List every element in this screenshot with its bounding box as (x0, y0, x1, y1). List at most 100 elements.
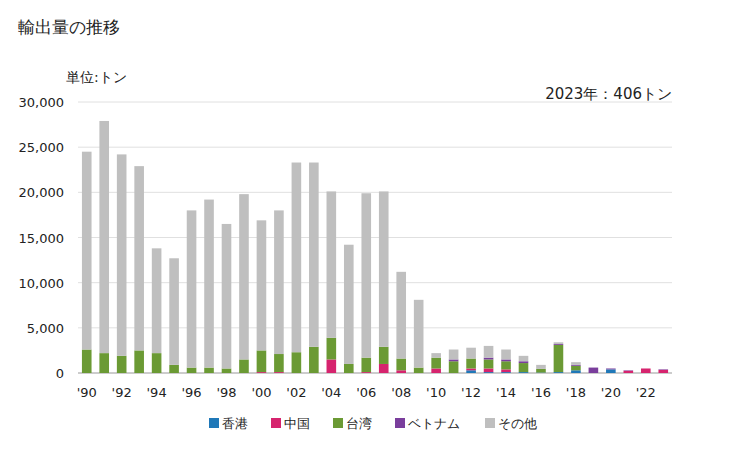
grid-line (78, 192, 672, 193)
bar-segment (379, 191, 389, 346)
bar-segment (519, 361, 529, 363)
bar-segment (658, 369, 668, 371)
x-tick-label: '22 (636, 385, 656, 400)
bar-segment (501, 369, 511, 372)
bar-segment (309, 163, 319, 347)
bar-segment (658, 369, 668, 370)
bar-segment (414, 368, 424, 373)
y-tick-label: 5,000 (27, 321, 64, 336)
bar-segment (536, 369, 546, 373)
x-tick-label: '12 (461, 385, 481, 400)
bar-segment (554, 342, 564, 344)
x-tick-label: '90 (77, 385, 97, 400)
y-tick-label: 0 (56, 366, 64, 381)
x-tick-label: '00 (251, 385, 271, 400)
bar-segment (187, 368, 197, 373)
bar-segment (379, 364, 389, 373)
legend-swatch (485, 418, 495, 428)
bar-segment (606, 369, 616, 370)
bar-segment (658, 370, 668, 373)
bar-segment (589, 367, 599, 368)
bar-segment (414, 300, 424, 368)
bar-segment (204, 200, 214, 368)
x-tick-label: '06 (356, 385, 376, 400)
chart: 輸出量の推移単位:トン2023年：406トン05,00010,00015,000… (0, 0, 729, 450)
bar-segment (274, 210, 284, 354)
x-tick-label: '02 (286, 385, 306, 400)
bar-segment (379, 347, 389, 364)
x-tick-label: '94 (147, 385, 167, 400)
bar-segment (554, 345, 564, 372)
bar-segment (606, 369, 616, 373)
annotation: 2023年：406トン (545, 85, 672, 103)
legend-label: ベトナム (408, 416, 460, 431)
bar-segment (274, 354, 284, 372)
bar-segment (484, 368, 494, 372)
bar-segment (117, 154, 127, 355)
bar-segment (624, 370, 634, 371)
grid-line (78, 282, 672, 283)
x-tick-label: '14 (496, 385, 516, 400)
bar-segment (187, 210, 197, 367)
bar-segment (449, 359, 459, 361)
bar-segment (466, 370, 476, 373)
bar-segment (257, 373, 267, 374)
bar-segment (466, 368, 476, 370)
bar-segment (396, 272, 406, 359)
bar-segment (117, 356, 127, 373)
legend-swatch (271, 418, 281, 428)
bar-segment (519, 363, 529, 372)
bar-segment (501, 359, 511, 361)
bar-segment (327, 191, 337, 337)
bar-segment (239, 359, 249, 373)
bar-segment (309, 347, 319, 373)
bar-segment (624, 370, 634, 371)
bar-segment (501, 361, 511, 369)
x-tick-label: '98 (216, 385, 236, 400)
y-label: 単位:トン (66, 69, 127, 85)
bar-segment (222, 368, 232, 373)
bar-segment (361, 358, 371, 372)
bar-segment (571, 370, 581, 373)
bar-segment (484, 359, 494, 368)
bar-segment (431, 358, 441, 369)
y-tick-label: 25,000 (19, 140, 65, 155)
bar-segment (152, 353, 162, 373)
bar-segment (449, 350, 459, 360)
bar-segment (396, 370, 406, 373)
bar-segment (292, 163, 302, 353)
title: 輸出量の推移 (18, 17, 120, 37)
legend-swatch (209, 418, 219, 428)
bar-segment (274, 373, 284, 374)
bar-segment (361, 373, 371, 374)
bar-segment (624, 370, 634, 371)
bar-segment (327, 359, 337, 373)
bar-segment (606, 369, 616, 370)
bar-segment (658, 369, 668, 370)
x-tick-label: '10 (426, 385, 446, 400)
grid-line (78, 373, 672, 374)
legend-label: 香港 (222, 416, 248, 431)
bar-segment (466, 359, 476, 369)
x-tick-label: '04 (321, 385, 341, 400)
bar-segment (431, 353, 441, 358)
legend-swatch (333, 418, 343, 428)
bar-segment (449, 361, 459, 373)
grid-line (78, 147, 672, 148)
bar-segment (239, 194, 249, 359)
bar-segment (641, 368, 651, 373)
y-tick-label: 20,000 (19, 185, 65, 200)
bar-segment (501, 350, 511, 360)
bar-segment (484, 358, 494, 360)
bar-segment (82, 350, 92, 373)
bar-segment (222, 224, 232, 369)
legend-label: その他 (498, 416, 537, 431)
y-tick-label: 10,000 (19, 276, 65, 291)
legend-label: 台湾 (346, 416, 372, 431)
bar-segment (536, 365, 546, 369)
x-tick-label: '16 (531, 385, 551, 400)
bar-segment (571, 366, 581, 371)
bar-segment (327, 338, 337, 360)
bar-segment (431, 368, 441, 373)
x-tick-label: '92 (112, 385, 132, 400)
